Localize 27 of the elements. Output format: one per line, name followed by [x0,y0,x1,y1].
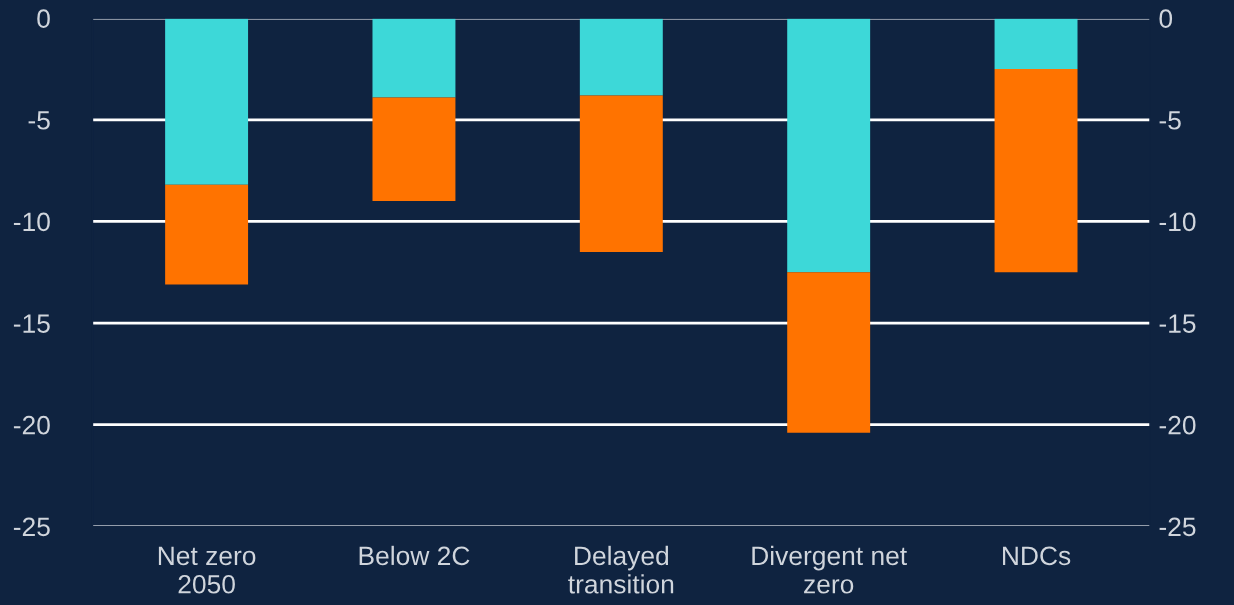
x-tick-label: Delayed transition [568,545,674,594]
x-tick-label: NDCs [1003,546,1071,566]
y2-tick-label: -20 [1159,415,1196,435]
y2-tick-label: -10 [1159,212,1196,232]
bar [994,68,1078,273]
y2-tick-label: -25 [1159,517,1196,537]
y-tick-label: -10 [13,212,50,232]
y2-tick-label: -15 [1159,314,1196,333]
bar [787,18,871,273]
bar [787,272,871,433]
x-tick-label: Net zero 2050 [158,546,256,594]
bar [372,18,456,98]
y2-tick-label: 0 [1159,9,1173,28]
bar [579,95,663,252]
y-tick-label: -15 [13,314,50,333]
bar [165,184,249,285]
x-tick-label: Below 2C [359,545,470,566]
y-tick-label: -5 [28,111,50,130]
y-tick-label: 0 [37,9,50,28]
y2-tick-label: -5 [1159,111,1181,130]
bar [372,97,456,202]
bar [579,18,663,96]
y-tick-label: -25 [13,517,50,537]
bar [165,18,249,185]
x-tick-label: Divergent net zero [752,545,907,594]
bar [994,18,1078,69]
y-tick-label: -20 [13,415,50,435]
